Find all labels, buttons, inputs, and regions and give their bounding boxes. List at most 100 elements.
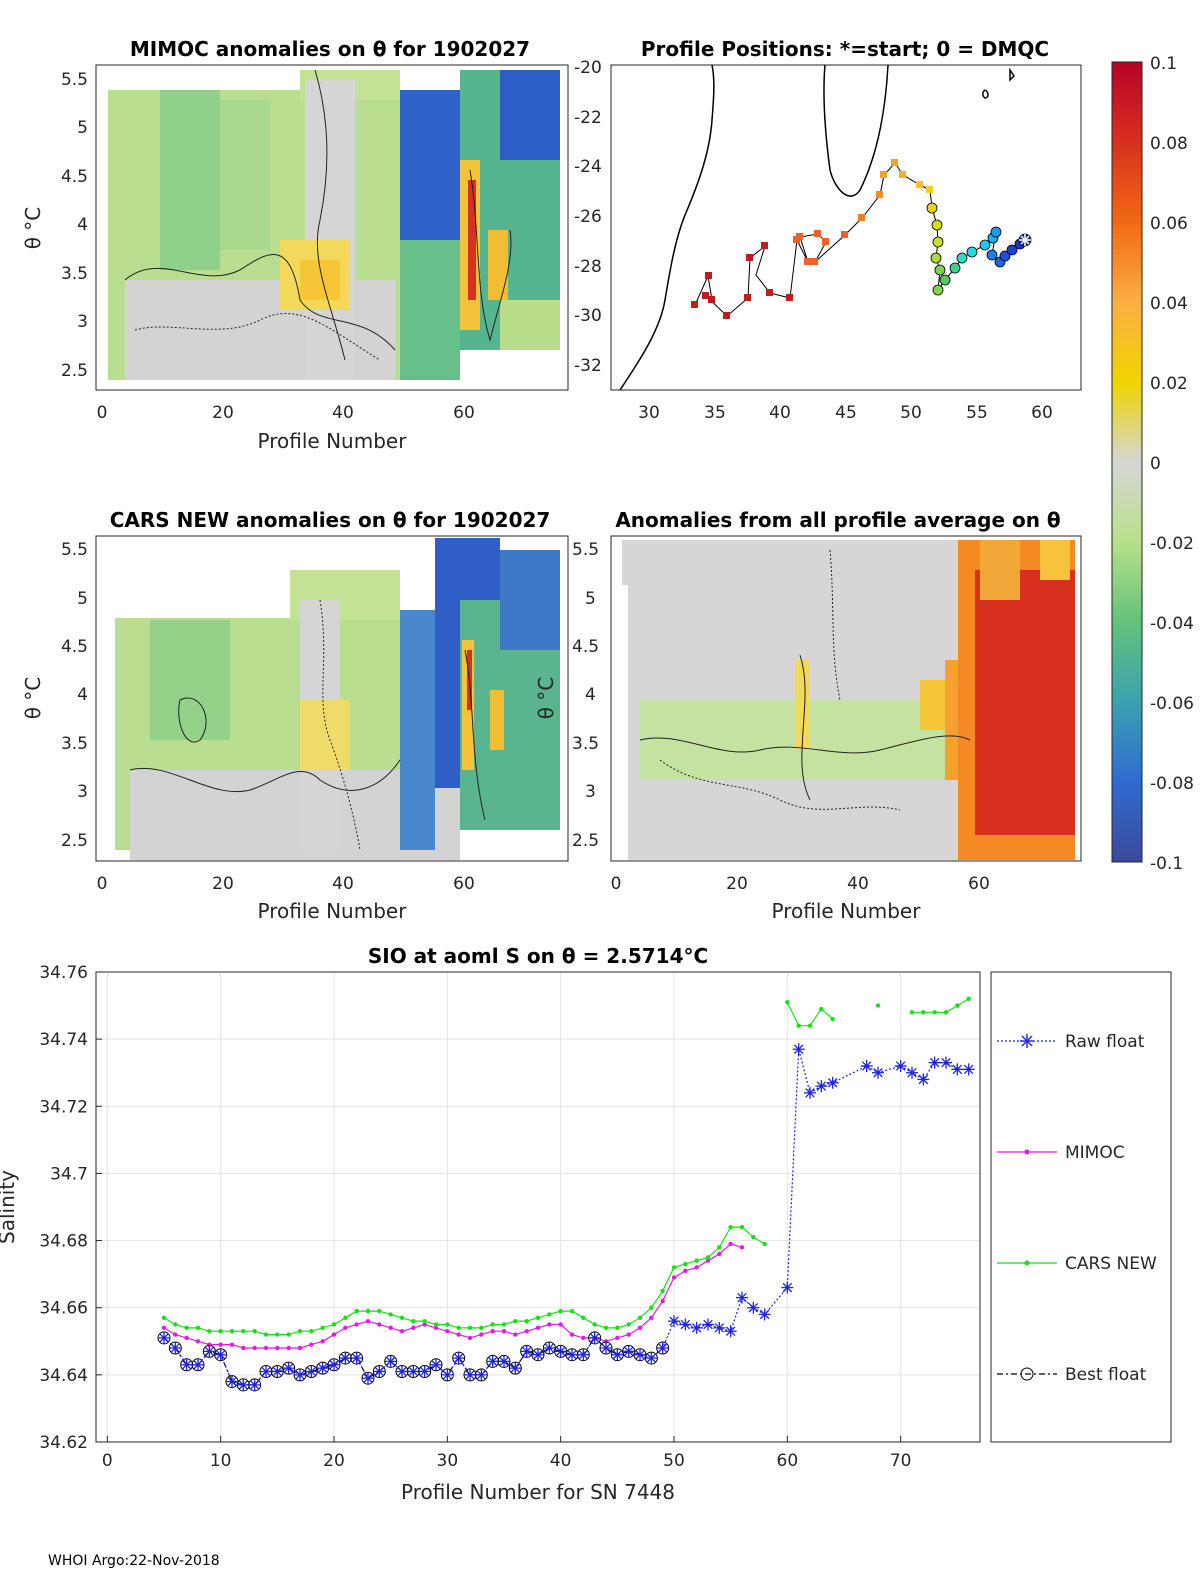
colorbar-tick: -0.04	[1150, 614, 1194, 634]
avg-ylabel: θ °C	[534, 677, 558, 720]
cars-new-point	[195, 1325, 201, 1331]
mimoc-point	[286, 1345, 291, 1351]
mimoc-panel: MIMOC anomalies on θ for 1902027	[21, 37, 569, 453]
mimoc-point	[615, 1335, 620, 1341]
positions-yticks: -20 -22 -24 -26 -28 -30 -32	[574, 58, 602, 376]
cars-heatmap	[115, 538, 560, 860]
track-markers-circles	[926, 202, 1026, 296]
asterisk-stroke	[623, 1346, 634, 1357]
asterisk-stroke	[680, 1319, 691, 1330]
cars-new-point	[218, 1329, 223, 1334]
avg-ytick: 4.5	[572, 637, 599, 657]
circle-icon	[1020, 1367, 1034, 1381]
asterisk-stroke	[181, 1360, 192, 1370]
raw-float-point	[328, 1358, 340, 1371]
raw-float-point	[645, 1352, 658, 1365]
mimoc-point	[411, 1325, 416, 1331]
raw-float-point	[248, 1378, 261, 1391]
asterisk-stroke	[793, 1044, 804, 1054]
mimoc-point	[671, 1275, 677, 1280]
chart-legend: Raw float MIMOC CARS NEW Best float	[990, 971, 1172, 1443]
raw-float-point	[464, 1368, 476, 1381]
mimoc-ytick: 4	[77, 215, 88, 235]
mimoc-xtick: 40	[332, 403, 354, 423]
positions-xtick: 50	[900, 403, 922, 423]
x-tick-label: 30	[437, 1451, 459, 1471]
cars-new-point	[558, 1308, 563, 1314]
mimoc-ytick: 2.5	[61, 361, 88, 381]
mimoc-title: MIMOC anomalies on θ for 1902027	[130, 37, 530, 61]
asterisk-stroke	[861, 1061, 872, 1071]
colorbar-tick: -0.1	[1150, 854, 1183, 874]
legend-box	[990, 971, 1172, 1443]
asterisk-stroke	[895, 1061, 906, 1071]
raw-float-point	[554, 1345, 567, 1358]
cars-new-point	[524, 1318, 529, 1324]
chart-xticks: 0 10 20 30 40 50 60 70	[102, 1436, 911, 1471]
positions-ytick: -32	[574, 356, 602, 376]
avg-xtick: 60	[968, 874, 990, 894]
cars-new-point	[569, 1308, 575, 1314]
mimoc-point	[637, 1325, 643, 1331]
cars-title: CARS NEW anomalies on θ for 1902027	[110, 508, 551, 532]
chart-yticks: 34.76 34.74 34.72 34.7 34.68 34.66 34.64 34.62	[39, 963, 102, 1453]
asterisk-stroke	[499, 1356, 509, 1367]
asterisk-stroke	[521, 1346, 532, 1357]
avg-yticks: 5.5 5 4.5 4 3.5 3 2.5	[572, 540, 599, 851]
cars-new-point	[479, 1325, 484, 1331]
raw-float-point	[226, 1375, 238, 1388]
asterisk-stroke	[283, 1363, 294, 1373]
raw-float-point	[928, 1056, 941, 1069]
cars-ylabel: θ °C	[21, 677, 45, 720]
mimoc-line	[163, 1243, 743, 1349]
cars-new-point	[467, 1325, 473, 1331]
raw-float-point	[962, 1063, 975, 1076]
asterisk-stroke	[544, 1343, 555, 1353]
cars-new-point	[796, 1023, 801, 1028]
cars-new-point	[354, 1308, 359, 1314]
mimoc-point	[694, 1265, 699, 1270]
mimoc-point	[184, 1335, 189, 1341]
cars-new-point	[377, 1308, 382, 1314]
asterisk-stroke	[431, 1360, 441, 1370]
asterisk-stroke	[703, 1319, 713, 1330]
cars-xtick: 20	[212, 874, 234, 894]
raw-float-point	[872, 1066, 884, 1079]
asterisk-stroke	[589, 1333, 600, 1343]
raw-float-point	[724, 1325, 737, 1338]
cars-new-point	[762, 1241, 767, 1247]
mimoc-point	[626, 1332, 631, 1337]
legend-item-best: Best float	[997, 1365, 1147, 1385]
raw-float-point	[430, 1358, 442, 1371]
asterisk-stroke	[340, 1353, 351, 1363]
mimoc-xticks: 0 20 40 60	[97, 403, 475, 423]
cars-new-point	[229, 1329, 235, 1334]
mimoc-heatmap	[108, 69, 560, 380]
asterisk-stroke	[442, 1370, 453, 1380]
avg-panel: Anomalies from all profile average on θ …	[534, 508, 1082, 923]
asterisk-stroke	[306, 1366, 317, 1377]
mimoc-point	[320, 1339, 325, 1344]
x-tick-label: 10	[210, 1451, 232, 1471]
colorbar-gradient	[1111, 61, 1143, 863]
mimoc-point	[728, 1241, 733, 1247]
mimoc-xlabel: Profile Number	[258, 429, 408, 453]
x-tick-label: 60	[777, 1451, 799, 1471]
raw-float-point	[237, 1378, 250, 1391]
asterisk-stroke	[510, 1363, 521, 1373]
mimoc-point	[660, 1298, 665, 1304]
raw-float-point	[452, 1352, 465, 1365]
mimoc-point	[354, 1322, 359, 1327]
asterisk-stroke	[419, 1366, 430, 1377]
asterisk-stroke	[612, 1349, 623, 1360]
mimoc-point	[445, 1329, 450, 1334]
cars-new-point	[932, 1010, 937, 1015]
asterisk-stroke	[816, 1081, 827, 1091]
raw-float-point	[350, 1352, 363, 1365]
avg-xtick: 0	[611, 874, 622, 894]
y-tick-label: 34.62	[39, 1433, 88, 1453]
mimoc-point	[683, 1268, 688, 1273]
raw-float-point	[520, 1345, 533, 1358]
asterisk-stroke	[907, 1067, 917, 1078]
